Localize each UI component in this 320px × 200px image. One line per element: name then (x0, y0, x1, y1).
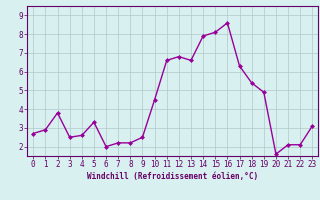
X-axis label: Windchill (Refroidissement éolien,°C): Windchill (Refroidissement éolien,°C) (87, 172, 258, 181)
